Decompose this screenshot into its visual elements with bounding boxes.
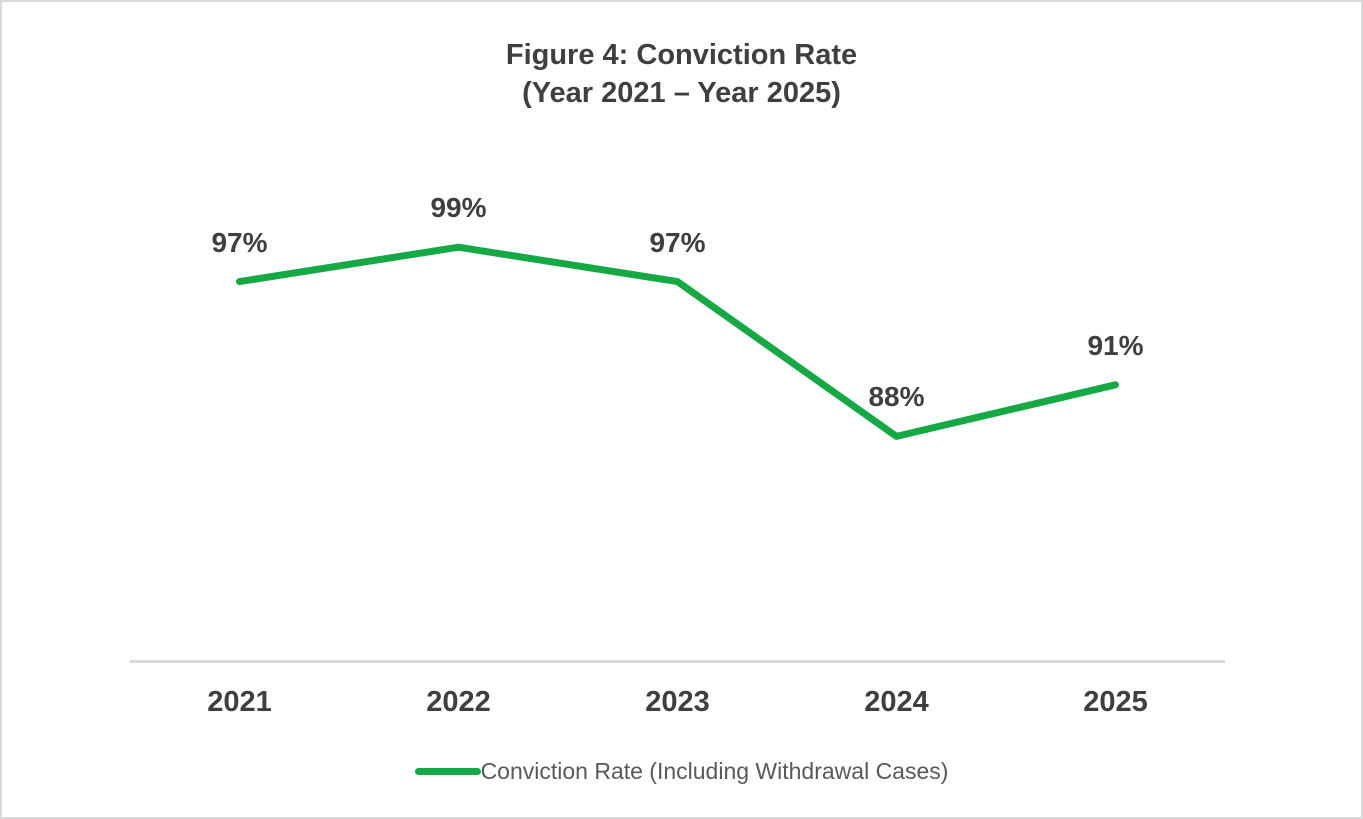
- x-tick-label: 2022: [426, 686, 491, 718]
- data-label: 91%: [1087, 329, 1144, 361]
- x-tick-label: 2025: [1083, 686, 1148, 718]
- data-label: 97%: [649, 226, 706, 258]
- data-label: 88%: [868, 381, 925, 413]
- conviction-rate-line: [236, 243, 1119, 440]
- chart-legend: Conviction Rate (Including Withdrawal Ca…: [2, 758, 1361, 785]
- chart-title: Figure 4: Conviction Rate (Year 2021 – Y…: [2, 36, 1361, 112]
- x-tick-label: 2021: [207, 686, 272, 718]
- legend-label: Conviction Rate (Including Withdrawal Ca…: [480, 758, 949, 784]
- data-label: 97%: [211, 226, 268, 258]
- legend-line-swatch: [414, 768, 481, 775]
- x-tick-label: 2024: [864, 686, 929, 718]
- data-label: 99%: [430, 192, 487, 224]
- x-axis-line: [130, 660, 1225, 663]
- chart-title-line2: (Year 2021 – Year 2025): [522, 77, 841, 109]
- chart-title-line1: Figure 4: Conviction Rate: [505, 39, 858, 71]
- x-tick-label: 2023: [645, 686, 710, 718]
